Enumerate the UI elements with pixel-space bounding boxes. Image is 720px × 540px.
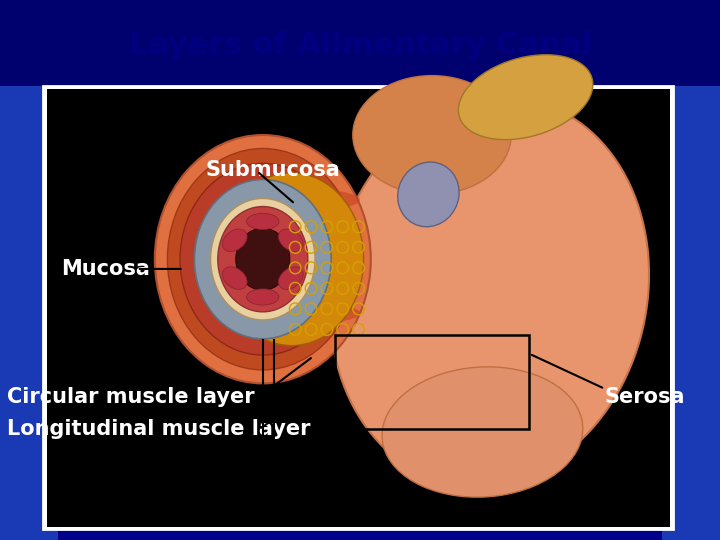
Ellipse shape bbox=[279, 229, 303, 252]
Text: Longitudinal muscle layer: Longitudinal muscle layer bbox=[7, 419, 311, 440]
Ellipse shape bbox=[246, 213, 279, 230]
Ellipse shape bbox=[180, 163, 346, 355]
Ellipse shape bbox=[459, 55, 593, 140]
Ellipse shape bbox=[222, 229, 247, 252]
Ellipse shape bbox=[155, 135, 371, 383]
Text: Layers of Alimentary Canal: Layers of Alimentary Canal bbox=[129, 31, 591, 60]
Ellipse shape bbox=[252, 189, 360, 211]
Ellipse shape bbox=[167, 148, 359, 370]
Text: Circular muscle layer: Circular muscle layer bbox=[7, 387, 255, 407]
Ellipse shape bbox=[222, 267, 247, 289]
Bar bbox=[43, 86, 673, 529]
Ellipse shape bbox=[397, 162, 459, 227]
Ellipse shape bbox=[218, 206, 308, 312]
Ellipse shape bbox=[211, 198, 315, 320]
Ellipse shape bbox=[279, 267, 303, 289]
Ellipse shape bbox=[252, 302, 360, 324]
Ellipse shape bbox=[382, 367, 582, 497]
Bar bbox=[0, 0, 720, 86]
Text: Serosa: Serosa bbox=[605, 387, 685, 407]
Ellipse shape bbox=[220, 173, 364, 346]
Bar bbox=[662, 86, 720, 540]
Ellipse shape bbox=[330, 98, 649, 485]
Ellipse shape bbox=[194, 179, 331, 339]
Bar bbox=[335, 335, 529, 429]
Ellipse shape bbox=[252, 265, 360, 286]
Text: Submucosa: Submucosa bbox=[205, 160, 340, 180]
Ellipse shape bbox=[252, 227, 360, 248]
Bar bbox=[47, 89, 670, 526]
Ellipse shape bbox=[353, 76, 511, 194]
Ellipse shape bbox=[246, 289, 279, 305]
Text: Mucosa: Mucosa bbox=[61, 259, 150, 279]
Bar bbox=[0, 86, 58, 540]
Ellipse shape bbox=[236, 228, 289, 291]
